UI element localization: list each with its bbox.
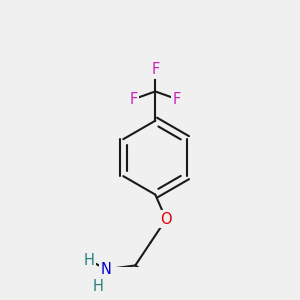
Text: N: N (100, 262, 111, 277)
Text: F: F (173, 92, 181, 106)
Text: F: F (130, 92, 138, 106)
Text: O: O (160, 212, 172, 227)
Text: F: F (151, 62, 159, 77)
Text: H: H (84, 253, 94, 268)
Text: H: H (93, 279, 104, 294)
